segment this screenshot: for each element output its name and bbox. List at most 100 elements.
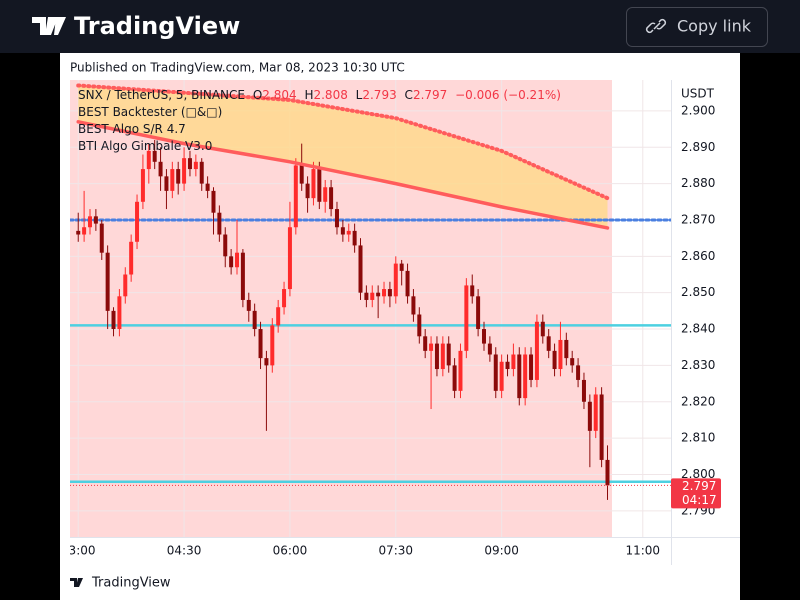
ohlc-value: 2.797 xyxy=(412,88,448,102)
indicator-name: BTI Algo Gimbale V3.0 xyxy=(78,139,213,153)
candle-body xyxy=(140,169,145,202)
candle-body xyxy=(205,183,210,191)
candle-body xyxy=(481,329,486,344)
candle-body xyxy=(105,252,110,311)
candle-body xyxy=(570,358,575,366)
candle-body xyxy=(164,176,169,191)
candle-body xyxy=(476,296,481,330)
candle-body xyxy=(429,343,434,351)
candle-body xyxy=(211,190,216,213)
candle-body xyxy=(464,285,469,351)
candle-body xyxy=(217,212,222,235)
countdown: 04:17 xyxy=(682,493,717,507)
candle-body xyxy=(129,241,134,275)
candle-body xyxy=(176,169,181,184)
candle-body xyxy=(370,292,375,300)
candle-body xyxy=(493,354,498,391)
candle-body xyxy=(605,459,610,486)
candle-body xyxy=(458,350,463,391)
ohlc-value: 2.808 xyxy=(313,88,348,102)
candle-body xyxy=(199,161,204,184)
candle-body xyxy=(340,227,345,235)
candle-body xyxy=(446,343,451,366)
candle-body xyxy=(146,150,151,170)
indicator-name: BEST Algo S/R 4.7 xyxy=(78,122,186,136)
logo-icon xyxy=(32,17,66,35)
candle-body xyxy=(417,314,422,337)
candle-body xyxy=(111,310,116,330)
candle-body xyxy=(529,354,534,380)
candle-body xyxy=(76,230,81,235)
ohlc-value: 2.804 xyxy=(262,88,297,102)
candle-body xyxy=(534,321,539,380)
candle-body xyxy=(599,394,604,460)
candle-body xyxy=(358,245,363,293)
candle-body xyxy=(382,289,387,297)
candle-body xyxy=(152,150,157,162)
x-tick-label: 07:30 xyxy=(378,544,413,558)
candle-body xyxy=(299,165,304,184)
candle-body xyxy=(323,187,328,202)
candle-body xyxy=(264,358,269,366)
y-tick-label: 2.810 xyxy=(681,431,715,445)
candle-body xyxy=(546,336,551,351)
candle-body xyxy=(470,285,475,297)
candle-body xyxy=(517,354,522,399)
candle-body xyxy=(434,343,439,370)
candle-body xyxy=(158,161,163,177)
y-tick-label: 2.900 xyxy=(681,103,715,117)
candle-body xyxy=(505,361,510,370)
ohlc-value: 2.793 xyxy=(362,88,397,102)
candle-body xyxy=(387,289,392,297)
candle-body xyxy=(587,401,592,431)
published-note: Published on TradingView.com, Mar 08, 20… xyxy=(70,61,405,75)
candle-body xyxy=(523,354,528,399)
candle-body xyxy=(117,296,122,330)
button-frame[interactable] xyxy=(626,7,768,47)
candle-body xyxy=(399,263,404,271)
legend-row: SNX / TetherUS, 5, BINANCE O2.804 H2.808… xyxy=(78,87,561,104)
ohlc-letter: C xyxy=(404,88,413,102)
candle-body xyxy=(558,339,563,370)
candle-body xyxy=(235,252,240,268)
header-graphics: TradingView Copy link xyxy=(32,7,768,47)
candle-body xyxy=(187,158,192,170)
candle-body xyxy=(329,187,334,210)
candle-body xyxy=(276,307,281,326)
candle-body xyxy=(270,325,275,366)
candle-body xyxy=(99,223,104,253)
candle-body xyxy=(576,365,581,380)
footer-logo-icon xyxy=(70,578,83,587)
x-tick-label: 06:00 xyxy=(273,544,308,558)
copy-link-button[interactable]: Copy link xyxy=(626,7,768,47)
band xyxy=(78,85,608,228)
candle-body xyxy=(229,256,234,268)
button-label[interactable]: Copy link xyxy=(677,17,752,36)
candle-body xyxy=(282,289,287,308)
candle-body xyxy=(423,336,428,351)
legend: SNX / TetherUS, 5, BINANCE O2.804 H2.808… xyxy=(78,87,561,155)
candle-body xyxy=(240,252,245,300)
candle-body xyxy=(581,379,586,402)
candle-body xyxy=(258,329,263,359)
link-icon[interactable] xyxy=(645,18,667,34)
candle-body xyxy=(182,158,187,184)
candle-body xyxy=(317,169,322,202)
x-tick-label: 03:00 xyxy=(61,544,96,558)
price-label-box xyxy=(671,478,721,509)
y-tick-label: 2.840 xyxy=(681,322,715,336)
candle-body xyxy=(364,292,369,300)
candle-body xyxy=(193,161,198,170)
candle-body xyxy=(411,296,416,315)
y-tick-label: 2.890 xyxy=(681,140,715,154)
candle-body xyxy=(246,299,251,311)
candle-body xyxy=(376,292,381,297)
x-tick-label: 11:00 xyxy=(625,544,660,558)
x-tick-label: 04:30 xyxy=(167,544,202,558)
candle-body xyxy=(82,227,87,235)
candle-body xyxy=(87,216,92,228)
candle-body xyxy=(487,343,492,355)
candle-body xyxy=(346,230,351,235)
candle-body xyxy=(123,274,128,297)
